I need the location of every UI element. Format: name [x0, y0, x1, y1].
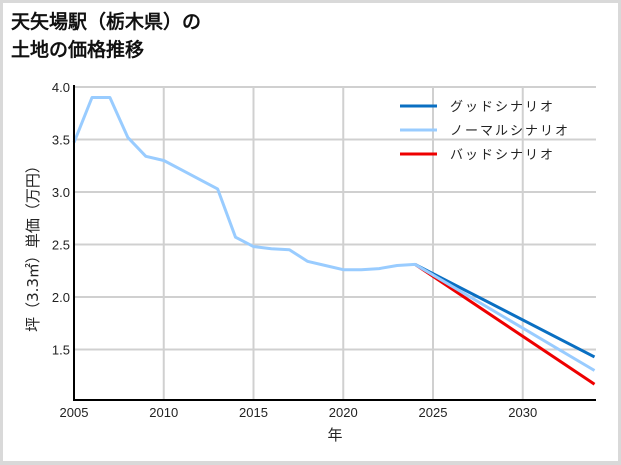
- series-lines: [72, 96, 596, 386]
- y-axis-label: 坪（3.3㎡）単価（万円）: [24, 158, 42, 332]
- legend-label-0: グッドシナリオ: [450, 100, 555, 115]
- y-tick-label: 1.5: [52, 343, 70, 358]
- x-tick-label: 2015: [239, 405, 268, 420]
- y-tick-label: 3.5: [52, 133, 70, 148]
- gridlines: [74, 86, 596, 400]
- legend-label-2: バッドシナリオ: [450, 148, 555, 163]
- legend-label-1: ノーマルシナリオ: [450, 124, 570, 139]
- title-line-2: 土地の価格推移: [11, 39, 145, 61]
- chart-title: 天矢場駅（栃木県）の 土地の価格推移: [11, 8, 201, 64]
- title-line-1: 天矢場駅（栃木県）の: [11, 11, 202, 33]
- x-tick-label: 2020: [329, 405, 358, 420]
- series-line-2: [414, 263, 596, 386]
- axes: [73, 85, 596, 401]
- x-tick-label: 2030: [508, 405, 537, 420]
- tick-labels: 2005 2010 2015 2020 2025 2030 1.5 2.0 2.5 3.0 3.5 4…: [52, 80, 537, 420]
- x-tick-label: 2025: [419, 405, 448, 420]
- x-tick-label: 2010: [149, 405, 178, 420]
- y-tick-label: 2.0: [52, 290, 70, 305]
- x-tick-label: 2005: [60, 405, 89, 420]
- y-tick-label: 4.0: [52, 80, 70, 95]
- series-line-0: [414, 263, 596, 359]
- chart-card: [3, 3, 618, 461]
- x-axis-label: 年: [327, 426, 342, 444]
- series-line-1: [72, 96, 596, 372]
- y-tick-label: 3.0: [52, 185, 70, 200]
- y-tick-label: 2.5: [52, 238, 70, 253]
